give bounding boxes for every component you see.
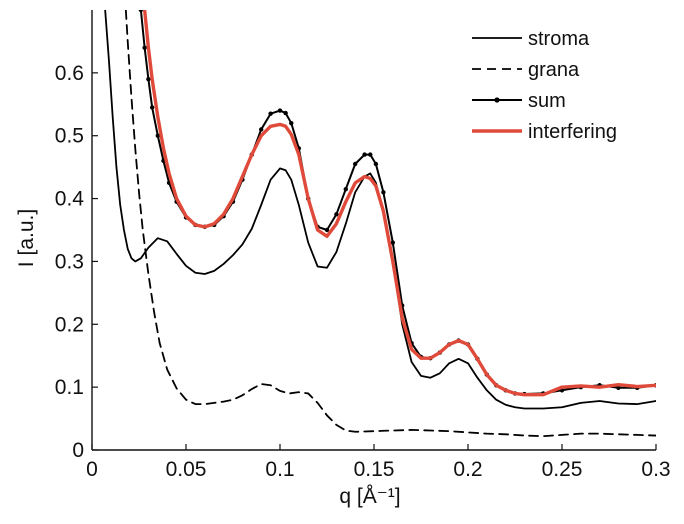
legend-label-grana: grana	[528, 59, 580, 81]
series-line-stroma	[104, 10, 656, 410]
y-tick-label: 0	[72, 439, 84, 462]
sum-marker	[138, 10, 144, 13]
x-tick-label: 0.1	[265, 458, 294, 481]
sum-marker	[353, 161, 358, 167]
sum-marker	[381, 190, 386, 195]
sum-marker	[283, 110, 288, 116]
sum-marker	[362, 152, 367, 157]
x-tick-label: 0	[86, 458, 98, 481]
x-tick-label: 0.3	[641, 458, 670, 481]
sum-marker	[277, 108, 283, 113]
x-axis-title: q [Å⁻¹]	[339, 485, 400, 508]
x-tick-label: 0.2	[453, 458, 482, 481]
legend-marker-sum	[494, 97, 500, 103]
legend-label-interfering: interfering	[528, 121, 617, 143]
y-axis-title: I [a.u.]	[15, 209, 38, 267]
y-tick-label: 0.4	[55, 188, 85, 211]
legend-label-sum: sum	[528, 90, 566, 112]
sum-marker	[373, 161, 379, 167]
sum-marker	[142, 45, 147, 50]
sum-marker	[368, 152, 373, 157]
x-tick-label: 0.25	[542, 458, 583, 481]
y-tick-label: 0.6	[55, 62, 84, 85]
y-tick-label: 0.3	[55, 250, 84, 273]
legend: stroma grana sum interfering	[472, 28, 617, 143]
sum-marker	[289, 120, 294, 126]
series-line-grana	[124, 10, 656, 438]
sum-marker	[155, 133, 160, 138]
y-tick-label: 0.5	[55, 125, 84, 148]
sum-marker	[259, 127, 264, 132]
sum-marker	[324, 227, 330, 233]
y-tick-label: 0.2	[55, 313, 84, 336]
legend-label-stroma: stroma	[528, 28, 590, 50]
series-line-interfering	[142, 10, 656, 397]
y-axis-ticks: 0 0.1 0.2 0.3 0.4 0.5 0.6	[55, 62, 98, 462]
sum-marker	[146, 76, 151, 82]
series-layer	[104, 10, 656, 438]
x-axis-ticks: 0 0.05 0.1 0.15 0.2 0.25 0.3	[86, 444, 671, 481]
sum-marker	[616, 385, 621, 390]
sum-marker	[149, 105, 155, 110]
sum-marker	[390, 240, 395, 245]
sum-marker	[343, 186, 348, 192]
sum-marker	[334, 212, 339, 217]
y-tick-label: 0.1	[55, 376, 84, 399]
sum-marker	[268, 111, 273, 116]
x-tick-label: 0.15	[354, 458, 395, 481]
x-tick-label: 0.05	[166, 458, 207, 481]
